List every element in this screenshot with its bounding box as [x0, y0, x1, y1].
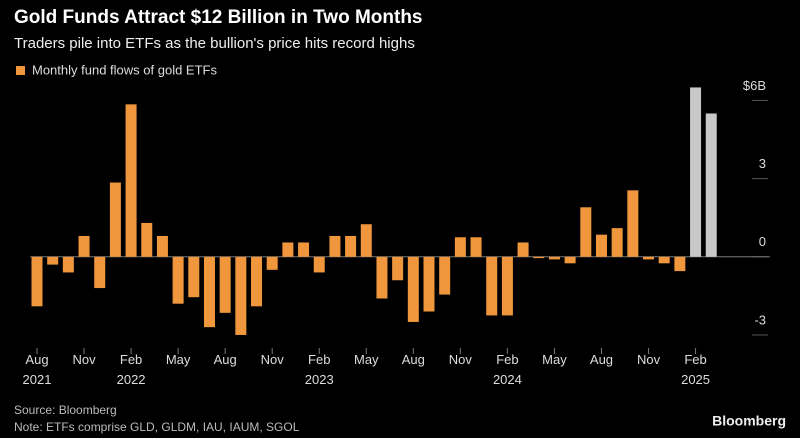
x-tick-label: Aug 2021	[23, 352, 52, 387]
bar	[407, 256, 419, 322]
y-tick-label: 0	[759, 234, 766, 249]
bar	[454, 237, 466, 257]
x-tick-label: Feb 2025	[681, 352, 710, 387]
bar	[266, 256, 278, 270]
bar	[251, 256, 263, 307]
bar	[47, 256, 59, 265]
bar	[580, 207, 592, 257]
x-tick-label: Feb 2022	[117, 352, 146, 387]
x-tick-label: May	[166, 352, 191, 367]
x-tick-label: May	[354, 352, 379, 367]
y-tick-label: -3	[754, 312, 766, 327]
legend-swatch	[16, 66, 25, 75]
bar	[392, 256, 404, 281]
x-tick-label: Feb 2024	[493, 352, 522, 387]
brand: Bloomberg	[712, 413, 786, 429]
bar	[533, 256, 545, 259]
bar	[705, 113, 717, 257]
bar	[486, 256, 498, 316]
x-tick-label: Aug	[590, 352, 613, 367]
bar	[31, 256, 43, 307]
bar	[627, 190, 639, 257]
bar	[203, 256, 215, 328]
source: Source: Bloomberg	[14, 403, 117, 417]
bar	[298, 242, 310, 257]
y-tick-label: $6B	[743, 78, 766, 93]
chart-title: Gold Funds Attract $12 Billion in Two Mo…	[14, 7, 423, 28]
x-tick-label: Nov	[261, 352, 285, 367]
bar	[643, 256, 655, 260]
bar	[235, 256, 247, 335]
bar	[611, 228, 623, 257]
bar	[156, 235, 168, 257]
x-tick-label: Nov	[72, 352, 96, 367]
x-tick-label: Feb 2023	[305, 352, 334, 387]
bar	[219, 256, 231, 313]
legend-label: Monthly fund flows of gold ETFs	[32, 62, 217, 77]
bar	[345, 235, 357, 257]
bar	[78, 235, 90, 257]
bar	[517, 242, 529, 257]
x-tick-label: May	[542, 352, 567, 367]
bar	[470, 237, 482, 257]
bar	[439, 256, 451, 295]
bar	[674, 256, 686, 272]
bar	[690, 87, 702, 257]
bar	[564, 256, 576, 264]
bar	[313, 256, 325, 273]
x-tick-label: Nov	[449, 352, 473, 367]
note: Note: ETFs comprise GLD, GLDM, IAU, IAUM…	[14, 420, 300, 434]
bar	[172, 256, 184, 304]
bar	[188, 256, 200, 298]
bar	[62, 256, 74, 273]
bar	[141, 222, 153, 257]
bar	[548, 256, 560, 260]
bar	[125, 104, 137, 257]
bar	[360, 224, 372, 257]
bar	[282, 242, 294, 257]
bar	[94, 256, 106, 289]
y-tick-label: 3	[759, 156, 766, 171]
x-tick-label: Nov	[637, 352, 661, 367]
x-tick-label: Aug	[402, 352, 425, 367]
bar	[423, 256, 435, 312]
chart-subtitle: Traders pile into ETFs as the bullion's …	[14, 35, 415, 52]
bar	[329, 235, 341, 257]
bar	[376, 256, 388, 299]
x-tick-label: Aug	[214, 352, 237, 367]
bar	[109, 182, 121, 257]
bar	[501, 256, 513, 316]
bar	[658, 256, 670, 264]
bar	[595, 234, 607, 257]
